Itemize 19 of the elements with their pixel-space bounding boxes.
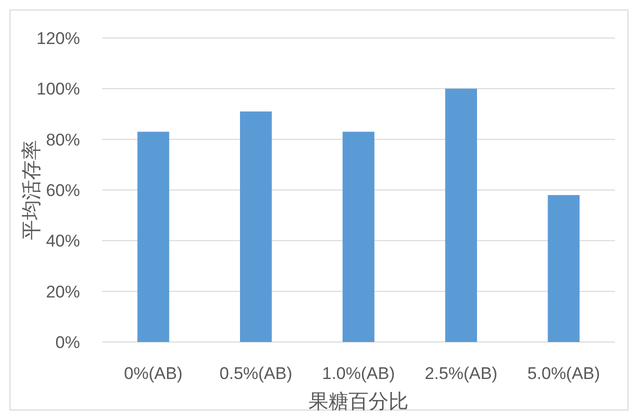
y-tick-label: 100%	[36, 80, 80, 99]
x-tick-label: 0%(AB)	[124, 364, 183, 383]
x-tick-label: 5.0%(AB)	[527, 364, 600, 383]
y-tick-label: 120%	[36, 29, 80, 48]
bar	[548, 195, 580, 342]
bar	[445, 88, 478, 342]
x-axis-title: 果糖百分比	[308, 391, 408, 413]
bar	[137, 132, 170, 342]
y-tick-label: 0%	[55, 333, 80, 352]
bar	[342, 132, 374, 342]
y-tick-label: 60%	[46, 181, 80, 200]
y-tick-label: 20%	[46, 282, 80, 302]
y-axis-title: 平均活存率	[21, 140, 43, 240]
x-tick-label: 0.5%(AB)	[220, 364, 292, 383]
y-tick-label: 80%	[46, 130, 80, 150]
y-tick-label: 40%	[46, 232, 80, 251]
x-tick-label: 2.5%(AB)	[424, 364, 498, 383]
bar	[240, 111, 272, 342]
x-tick-label: 1.0%(AB)	[322, 364, 395, 383]
